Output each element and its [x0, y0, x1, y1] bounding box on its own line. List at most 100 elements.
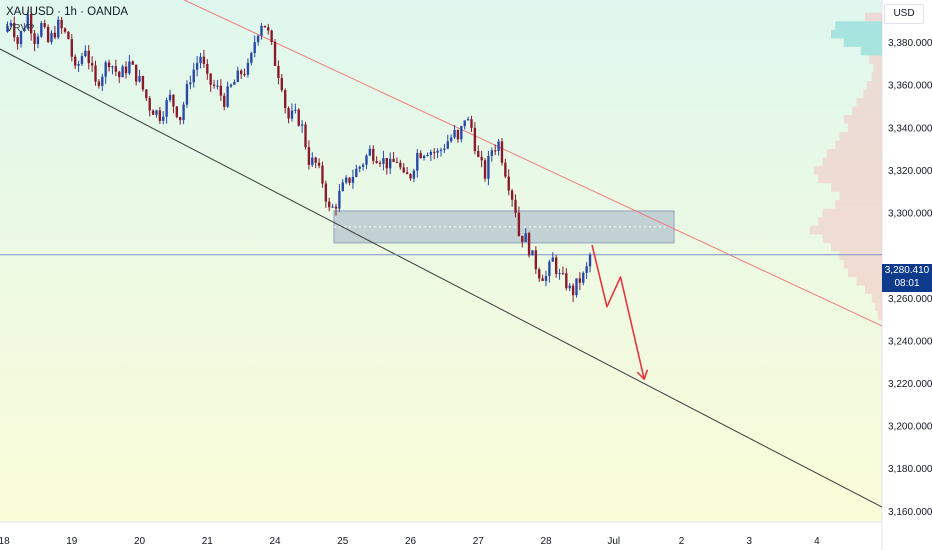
time-axis-background — [0, 522, 882, 550]
candle-body — [168, 94, 172, 101]
candle-body — [138, 76, 141, 82]
candle-body — [449, 137, 453, 142]
candle-body — [46, 26, 50, 42]
candle-body — [429, 151, 433, 155]
volume-profile-bar — [871, 294, 882, 303]
time-tick-label: 19 — [66, 536, 78, 547]
candle-body — [419, 152, 422, 159]
candle-body — [500, 141, 504, 163]
candle-body — [365, 155, 368, 165]
candle-body — [585, 266, 588, 273]
candle-body — [63, 28, 67, 32]
candle-body — [90, 63, 94, 66]
price-tick-label: 3,360.000 — [888, 81, 932, 92]
volume-profile-bar — [875, 302, 882, 312]
candle-body — [527, 233, 531, 256]
candle-body — [405, 172, 409, 175]
volume-profile-bar — [866, 80, 882, 90]
time-tick-label: 20 — [134, 536, 146, 547]
candle-body — [107, 62, 111, 68]
candle-body — [490, 150, 493, 156]
candle-body — [277, 65, 280, 79]
candle-body — [382, 157, 385, 164]
candle-body — [324, 183, 328, 202]
volume-profile-bar — [831, 242, 882, 252]
candle-body — [253, 42, 256, 54]
projection-path — [591, 244, 646, 380]
volume-profile-bar — [822, 157, 882, 167]
candle-body — [263, 25, 267, 28]
volume-profile-bar — [848, 123, 882, 133]
candle-body — [236, 70, 239, 82]
candle-body — [538, 269, 541, 279]
candle-body — [426, 154, 429, 156]
candle-body — [260, 25, 263, 36]
candle-body — [578, 278, 582, 283]
candle-body — [358, 166, 361, 169]
volume-profile — [809, 12, 882, 320]
candle-body — [273, 41, 277, 66]
volume-profile-bar — [826, 149, 882, 158]
candle-body — [111, 66, 114, 68]
trendlines — [0, 0, 883, 508]
candle-body — [16, 37, 19, 44]
candle-body — [477, 151, 480, 157]
candle-body — [104, 62, 107, 77]
candle-body — [571, 285, 575, 296]
candle-body — [321, 165, 324, 184]
candle-body — [389, 158, 392, 169]
candle-body — [375, 160, 378, 163]
volume-profile-bar — [848, 268, 882, 277]
candle-body — [588, 254, 592, 267]
volume-profile-bar — [871, 72, 882, 81]
price-axis-labels: 3,380.000 3,360.000 3,340.000 3,320.000 3,30… — [888, 38, 932, 518]
volume-profile-bar — [856, 276, 882, 286]
candle-body — [212, 84, 216, 86]
candle-body — [209, 73, 212, 85]
symbol-title[interactable]: XAUUSD · 1h · OANDA — [6, 6, 129, 18]
candle-body — [60, 19, 63, 29]
price-tick-label: 3,260.000 — [888, 294, 932, 305]
candle-body — [568, 285, 571, 289]
candle-body — [558, 273, 561, 275]
candle-body — [250, 53, 253, 63]
candle-body — [162, 116, 165, 121]
candle-body — [409, 174, 412, 179]
candle-body — [43, 23, 46, 27]
candle-body — [74, 56, 77, 66]
candle-body — [514, 199, 517, 213]
candle-body — [378, 162, 382, 164]
candle-body — [158, 110, 162, 121]
candle-body — [26, 14, 29, 29]
volume-profile-bar — [835, 200, 882, 209]
candle-body — [287, 108, 290, 119]
volume-profile-bar — [843, 38, 882, 47]
price-tick-label: 3,320.000 — [888, 166, 932, 177]
indicator-label[interactable]: VRVP — [6, 22, 35, 34]
time-tick-label: 2 — [679, 536, 685, 547]
currency-button[interactable]: USD — [884, 4, 924, 24]
candle-body — [416, 152, 419, 171]
candle-body — [175, 106, 178, 118]
candle-body — [270, 30, 273, 42]
volume-profile-bar — [831, 183, 882, 192]
volume-profile-bar — [822, 208, 882, 218]
volume-profile-bar — [856, 98, 882, 107]
candle-body — [94, 65, 97, 82]
volume-profile-bar — [835, 140, 882, 150]
candle-body — [172, 94, 175, 107]
candle-body — [243, 74, 246, 76]
volume-profile-bar — [809, 225, 882, 235]
volume-profile-bar — [873, 63, 882, 73]
time-tick-label: 21 — [202, 536, 214, 547]
volume-profile-bar — [835, 21, 882, 30]
candle-body — [541, 278, 544, 281]
candle-body — [290, 110, 294, 119]
candles — [6, 7, 592, 303]
candle-body — [554, 257, 558, 274]
candle-body — [497, 141, 500, 151]
candle-body — [151, 110, 155, 115]
candle-body — [510, 190, 514, 200]
candle-body — [385, 157, 388, 169]
